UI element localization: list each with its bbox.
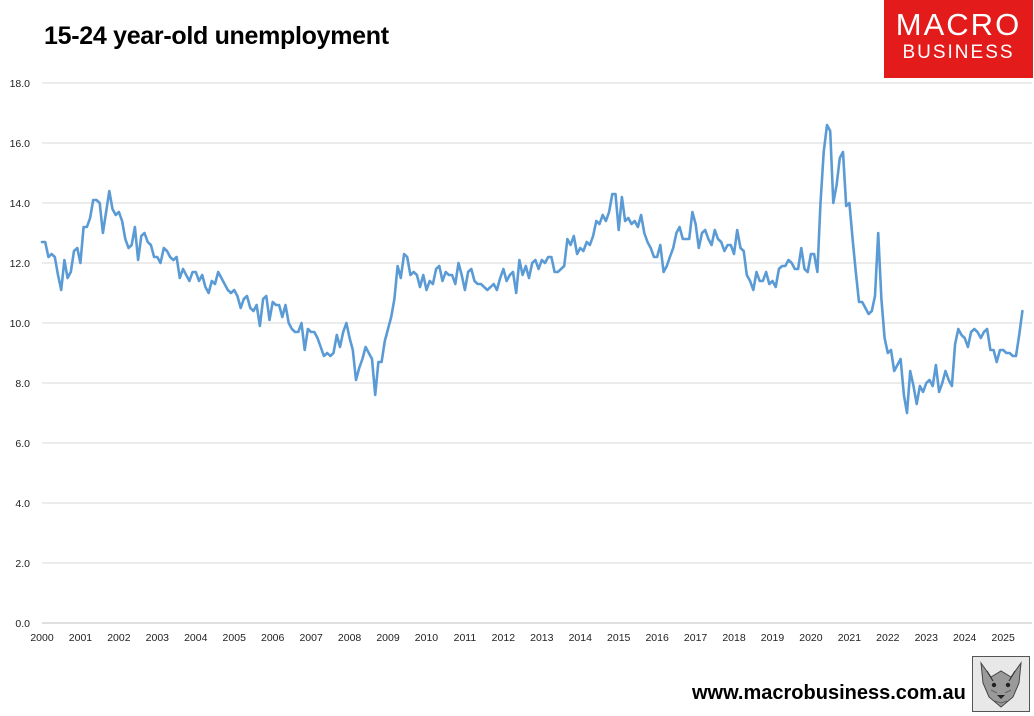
x-tick-label: 2007 — [299, 632, 323, 644]
macrobusiness-logo: MACRO BUSINESS — [884, 0, 1033, 78]
y-tick-label: 10.0 — [10, 318, 31, 330]
y-tick-label: 6.0 — [15, 438, 30, 450]
x-tick-label: 2008 — [338, 632, 362, 644]
series-layer — [40, 123, 1024, 415]
y-tick-label: 8.0 — [15, 378, 30, 390]
x-tick-label: 2011 — [454, 632, 477, 644]
series-line — [40, 123, 1024, 415]
chart-title: 15-24 year-old unemployment — [44, 22, 389, 50]
y-axis: 0.0 2.0 4.0 6.0 8.0 10.0 12.0 14.0 16.0 18.0 — [10, 78, 31, 630]
x-tick-label: 2010 — [415, 632, 439, 644]
wolf-logo-icon — [972, 656, 1030, 712]
x-tick-label: 2019 — [761, 632, 785, 644]
y-tick-label: 2.0 — [15, 558, 30, 570]
y-tick-label: 16.0 — [10, 138, 31, 150]
y-tick-label: 18.0 — [10, 78, 31, 90]
x-tick-label: 2005 — [223, 632, 247, 644]
x-tick-label: 2024 — [953, 632, 977, 644]
x-tick-label: 2014 — [569, 632, 593, 644]
y-tick-label: 14.0 — [10, 198, 31, 210]
x-tick-label: 2001 — [69, 632, 93, 644]
x-tick-label: 2015 — [607, 632, 631, 644]
y-tick-label: 0.0 — [15, 618, 30, 630]
y-tick-label: 12.0 — [10, 258, 31, 270]
x-tick-label: 2016 — [645, 632, 669, 644]
x-tick-label: 2006 — [261, 632, 285, 644]
y-tick-label: 4.0 — [15, 498, 30, 510]
x-axis: 2000 2001 2002 2003 2004 2005 2006 2007 2008 2009… — [30, 632, 1015, 644]
x-tick-label: 2013 — [530, 632, 554, 644]
x-tick-label: 2018 — [722, 632, 746, 644]
gridlines — [42, 82, 1032, 624]
x-tick-label: 2002 — [107, 632, 131, 644]
logo-line-business: BUSINESS — [902, 42, 1015, 63]
x-tick-label: 2025 — [991, 632, 1015, 644]
x-tick-label: 2017 — [684, 632, 708, 644]
x-tick-label: 2000 — [30, 632, 54, 644]
x-tick-label: 2021 — [838, 632, 862, 644]
x-tick-label: 2003 — [146, 632, 170, 644]
logo-line-macro: MACRO — [895, 7, 1022, 42]
website-url: www.macrobusiness.com.au — [692, 682, 966, 704]
x-tick-label: 2004 — [184, 632, 208, 644]
x-tick-label: 2020 — [799, 632, 823, 644]
x-tick-label: 2023 — [915, 632, 939, 644]
x-tick-label: 2022 — [876, 632, 900, 644]
x-tick-label: 2012 — [492, 632, 516, 644]
x-tick-label: 2009 — [376, 632, 400, 644]
